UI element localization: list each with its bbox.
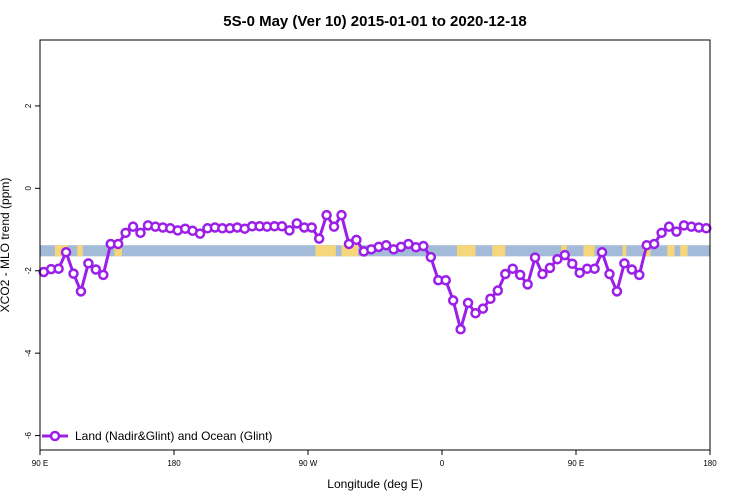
data-point bbox=[492, 285, 504, 296]
land-segment bbox=[341, 245, 359, 257]
data-point bbox=[120, 227, 131, 239]
data-point bbox=[276, 221, 288, 232]
x-tick-label: 90 W bbox=[299, 459, 318, 468]
plot-frame bbox=[39, 39, 711, 451]
data-point bbox=[291, 218, 303, 229]
data-point bbox=[544, 262, 556, 274]
y-tick-label: -6 bbox=[24, 431, 33, 439]
legend-marker bbox=[49, 430, 61, 442]
x-tick-label: 90 E bbox=[32, 459, 48, 468]
x-tick-label: 90 E bbox=[568, 459, 584, 468]
data-point bbox=[83, 258, 94, 269]
data-point bbox=[559, 249, 571, 261]
data-point bbox=[514, 269, 526, 281]
data-point bbox=[313, 233, 325, 244]
data-point bbox=[656, 227, 667, 239]
data-point bbox=[648, 238, 660, 250]
data-point bbox=[60, 246, 72, 258]
x-tick-label: 180 bbox=[703, 459, 717, 468]
data-point bbox=[418, 240, 429, 252]
land-segment bbox=[77, 245, 83, 257]
data-point bbox=[90, 264, 102, 275]
data-point bbox=[455, 324, 466, 335]
data-point bbox=[328, 221, 340, 232]
data-point bbox=[567, 258, 578, 269]
data-point bbox=[596, 246, 608, 258]
data-point bbox=[343, 238, 355, 250]
data-point bbox=[619, 258, 630, 269]
y-tick-label: -4 bbox=[24, 349, 33, 357]
data-point bbox=[634, 269, 645, 281]
data-point bbox=[522, 279, 533, 290]
data-point bbox=[529, 252, 541, 263]
land-segment bbox=[667, 245, 675, 257]
data-point bbox=[194, 228, 206, 239]
series-points bbox=[38, 209, 712, 335]
land-segment bbox=[583, 245, 595, 257]
data-point bbox=[663, 221, 675, 232]
data-point bbox=[380, 239, 392, 251]
data-point bbox=[485, 293, 496, 305]
chart-title: 5S-0 May (Ver 10) 2015-01-01 to 2020-12-… bbox=[223, 13, 527, 30]
land-segment bbox=[456, 245, 476, 257]
data-point bbox=[537, 268, 548, 280]
legend-label: Land (Nadir&Glint) and Ocean (Glint) bbox=[75, 429, 272, 443]
y-tick-label: 2 bbox=[24, 103, 33, 108]
data-point bbox=[500, 268, 511, 280]
data-point bbox=[68, 268, 79, 279]
data-point bbox=[351, 234, 362, 246]
land-segment bbox=[315, 245, 336, 257]
data-point bbox=[589, 263, 600, 274]
data-point bbox=[447, 295, 459, 306]
legend: Land (Nadir&Glint) and Ocean (Glint) bbox=[42, 429, 272, 443]
data-point bbox=[574, 267, 585, 279]
data-point bbox=[507, 263, 518, 274]
data-point bbox=[336, 209, 347, 221]
data-point bbox=[127, 221, 139, 232]
data-point bbox=[135, 227, 146, 239]
data-point bbox=[53, 263, 64, 274]
data-point bbox=[112, 238, 124, 250]
x-axis: 90 E 180 90 W 0 90 E 180 bbox=[32, 450, 717, 468]
land-segment bbox=[680, 245, 688, 257]
data-point bbox=[98, 269, 109, 281]
data-point bbox=[470, 307, 481, 319]
data-point bbox=[425, 251, 437, 263]
x-tick-label: 180 bbox=[167, 459, 181, 468]
data-point bbox=[75, 286, 87, 297]
data-point bbox=[321, 209, 332, 221]
y-tick-label: -2 bbox=[24, 267, 33, 275]
data-point bbox=[701, 223, 712, 234]
data-point bbox=[440, 274, 451, 286]
land-segment bbox=[622, 245, 627, 257]
data-point bbox=[611, 286, 623, 297]
y-axis-label: XCO2 - MLO trend (ppm) bbox=[0, 178, 12, 313]
data-point bbox=[626, 264, 638, 275]
land-segment bbox=[492, 245, 506, 257]
x-axis-label: Longitude (deg E) bbox=[327, 477, 422, 491]
data-point bbox=[671, 226, 682, 237]
data-point bbox=[604, 268, 615, 280]
data-point bbox=[462, 297, 474, 309]
data-point bbox=[552, 253, 563, 265]
y-tick-label: 0 bbox=[24, 186, 33, 191]
x-tick-label: 0 bbox=[440, 459, 445, 468]
data-point bbox=[477, 303, 489, 314]
land-segment bbox=[114, 245, 122, 257]
y-axis: 2 0 -2 -4 -6 bbox=[24, 103, 40, 439]
data-point bbox=[306, 222, 317, 233]
data-point bbox=[284, 225, 295, 236]
